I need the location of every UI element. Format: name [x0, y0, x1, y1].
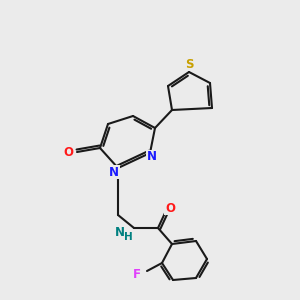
Text: S: S	[185, 58, 193, 70]
Text: N: N	[109, 166, 119, 178]
Text: F: F	[133, 268, 141, 281]
Text: O: O	[63, 146, 73, 158]
Text: N: N	[147, 151, 157, 164]
Text: O: O	[165, 202, 175, 214]
Text: H: H	[124, 232, 132, 242]
Text: N: N	[115, 226, 125, 238]
